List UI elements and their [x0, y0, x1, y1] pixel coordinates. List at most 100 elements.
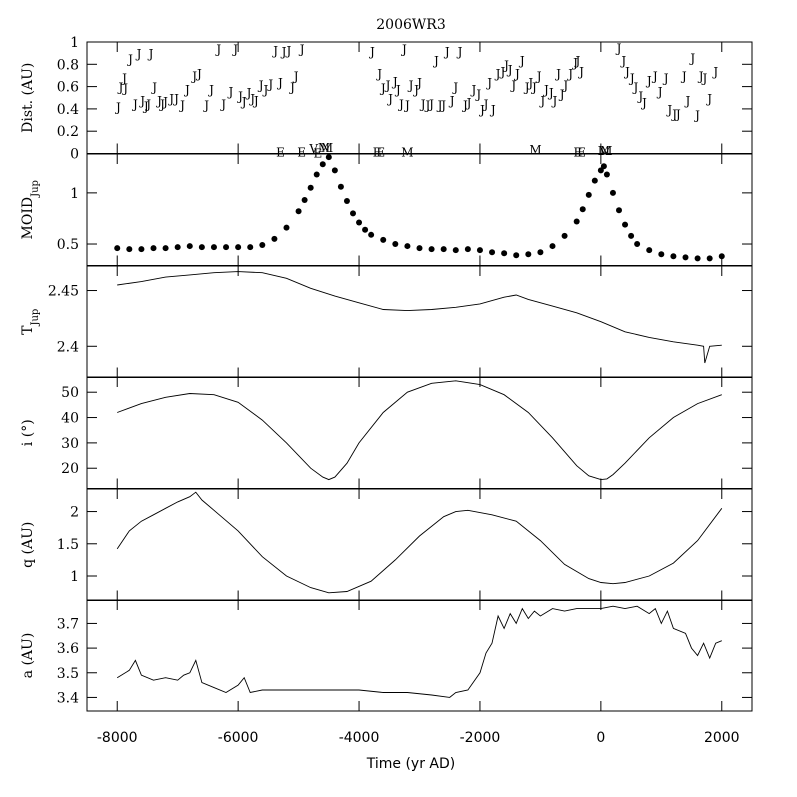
- panel-moid-point: [313, 171, 320, 178]
- encounter-marker-J: J: [288, 81, 295, 95]
- panel-tjup-ytick-label: 2.4: [57, 339, 79, 355]
- panel-q-ytick-label: 1.5: [57, 537, 79, 553]
- encounter-marker-J: J: [571, 56, 578, 70]
- encounter-marker-J: J: [662, 72, 669, 86]
- encounter-marker-J: J: [636, 90, 643, 104]
- encounter-marker-J: J: [526, 76, 533, 90]
- panel-moid-point: [718, 253, 725, 260]
- encounter-marker-J: J: [121, 82, 128, 96]
- panel-moid-point: [343, 198, 350, 205]
- panel-moid-point: [186, 243, 193, 250]
- encounter-marker-J: J: [147, 47, 154, 61]
- encounter-marker-J: J: [427, 97, 434, 111]
- x-tick-label: -6000: [218, 730, 259, 746]
- panel-moid-point: [573, 218, 580, 225]
- encounter-marker-J: J: [195, 67, 202, 81]
- encounter-marker-J: J: [116, 81, 123, 95]
- encounter-marker-J: J: [271, 44, 278, 58]
- panel-q-ylabel: q (AU): [20, 522, 36, 568]
- encounter-marker-J: J: [640, 96, 647, 110]
- encounter-marker-J: J: [114, 101, 121, 115]
- panel-moid-point: [694, 255, 701, 262]
- panel-moid-point: [501, 250, 508, 257]
- x-tick-label: 2000: [704, 730, 740, 746]
- panel-moid-point: [706, 255, 713, 262]
- panel-incl-ytick-label: 20: [61, 461, 79, 477]
- x-tick-label: 0: [596, 730, 605, 746]
- panel-moid-ytick-label: 1: [70, 186, 79, 202]
- encounter-marker-J: J: [403, 98, 410, 112]
- panel-dist-ylabel: Dist. (AU): [20, 63, 36, 133]
- encounter-marker-J: J: [298, 43, 305, 57]
- encounter-marker-J: J: [379, 82, 386, 96]
- panel-a-ytick-label: 3.7: [57, 616, 79, 632]
- panel-moid-point: [126, 246, 133, 253]
- encounter-marker-J: J: [397, 97, 404, 111]
- encounter-marker-J: J: [619, 54, 626, 68]
- encounter-marker-J: J: [142, 100, 149, 114]
- panel-moid-point: [416, 245, 423, 252]
- panel-moid-point: [628, 232, 635, 239]
- encounter-marker-J: J: [518, 54, 525, 68]
- encounter-marker-J: J: [138, 94, 145, 108]
- x-axis-label: Time (yr AD): [366, 756, 455, 772]
- encounter-marker-J: J: [700, 72, 707, 86]
- encounter-marker-J: J: [155, 94, 162, 108]
- encounter-marker-J: J: [135, 47, 142, 61]
- panel-moid-ylabel-sub: Jup: [30, 180, 41, 198]
- encounter-marker-J: J: [400, 43, 407, 57]
- encounter-marker-E: E: [297, 145, 306, 159]
- encounter-marker-J: J: [485, 76, 492, 90]
- encounter-marker-J: J: [558, 87, 565, 101]
- encounter-marker-J: J: [202, 98, 209, 112]
- panel-moid-point: [223, 244, 230, 251]
- panel-incl-ytick-label: 50: [61, 385, 79, 401]
- encounter-marker-J: J: [252, 94, 259, 108]
- encounter-marker-J: J: [506, 63, 513, 77]
- panel-moid-ytick-label: 0.5: [57, 237, 79, 253]
- panel-moid-point: [301, 197, 308, 204]
- panel-moid-point: [579, 206, 586, 213]
- encounter-marker-J: J: [632, 81, 639, 95]
- encounter-marker-E: E: [373, 145, 382, 159]
- panel-moid-point: [600, 163, 607, 170]
- x-axis: -8000 -6000 -4000 -2000 0 2000: [97, 730, 740, 746]
- panel-moid-point: [150, 245, 157, 252]
- panel-moid-point: [198, 244, 205, 251]
- encounter-marker-J: J: [386, 92, 393, 106]
- panel-tjup-ylabel-sub: Jup: [30, 309, 41, 327]
- encounter-marker-J: J: [412, 83, 419, 97]
- encounter-marker-J: J: [183, 83, 190, 97]
- x-tick-label: -8000: [97, 730, 138, 746]
- panel-moid: 0.5 1 MOIDJup: [20, 153, 753, 266]
- panel-moid-point: [404, 243, 411, 250]
- panel-a: 3.4 3.5 3.6 3.7 a (AU): [20, 599, 753, 712]
- panel-tjup-frame: [86, 265, 753, 378]
- encounter-marker-J: J: [231, 43, 238, 57]
- encounter-marker-J: J: [439, 98, 446, 112]
- panel-moid-point: [440, 246, 447, 253]
- panel-moid-point: [616, 207, 622, 214]
- chart-title: 2006WR3: [376, 17, 445, 33]
- encounter-marker-J: J: [443, 45, 450, 59]
- encounter-marker-J: J: [391, 75, 398, 89]
- panel-q: 1 1.5 2 q (AU): [20, 488, 753, 601]
- panel-a-ytick-label: 3.6: [57, 641, 79, 657]
- panel-q-frame: [86, 488, 753, 601]
- encounter-marker-J: J: [461, 98, 468, 112]
- encounter-marker-J: J: [394, 83, 401, 97]
- panel-moid-point: [658, 251, 665, 258]
- encounter-marker-J: J: [240, 95, 247, 109]
- encounter-marker-J: J: [292, 69, 299, 83]
- panel-moid-point: [585, 191, 592, 198]
- encounter-marker-J: J: [178, 98, 185, 112]
- encounter-marker-J: J: [566, 67, 573, 81]
- panel-moid-point: [271, 235, 278, 242]
- encounter-marker-J: J: [432, 54, 439, 68]
- panel-moid-point: [295, 208, 302, 215]
- panel-tjup-series-line: [117, 271, 722, 364]
- encounter-marker-J: J: [207, 83, 214, 97]
- panel-moid-point: [350, 210, 356, 217]
- encounter-marker-J: J: [144, 97, 151, 111]
